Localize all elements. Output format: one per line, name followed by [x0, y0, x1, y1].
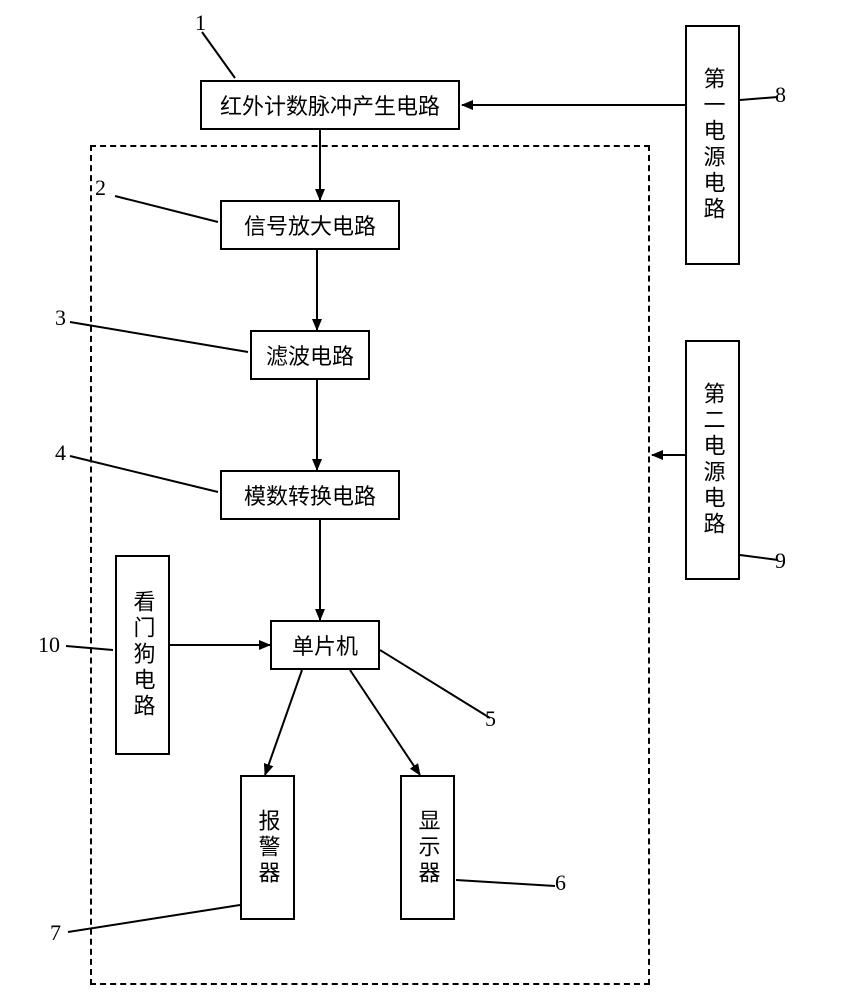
node-8: 第一电源电路 — [685, 25, 740, 265]
diagram-canvas: 红外计数脉冲产生电路信号放大电路滤波电路模数转换电路单片机 第一电源电路第二电源电… — [0, 0, 854, 1000]
node-label: 看门狗电路 — [127, 590, 159, 720]
node-label: 红外计数脉冲产生电路 — [220, 89, 440, 121]
dashed-container — [90, 145, 650, 985]
callout-num-2: 2 — [95, 175, 106, 201]
callout-num-7: 7 — [50, 920, 61, 946]
callout-num-8: 8 — [775, 82, 786, 108]
callout-num-9: 9 — [775, 548, 786, 574]
node-label: 第一电源电路 — [697, 67, 729, 223]
node-7: 报警器 — [240, 775, 295, 920]
node-3: 滤波电路 — [250, 330, 370, 380]
node-label: 滤波电路 — [266, 339, 354, 371]
callout-num-3: 3 — [55, 305, 66, 331]
node-label: 单片机 — [292, 629, 358, 661]
node-label: 模数转换电路 — [244, 479, 376, 511]
callout-num-4: 4 — [55, 440, 66, 466]
callout-line-9 — [740, 555, 778, 560]
node-10: 看门狗电路 — [115, 555, 170, 755]
callout-num-1: 1 — [195, 10, 206, 36]
callout-line-1 — [202, 32, 235, 78]
node-1: 红外计数脉冲产生电路 — [200, 80, 460, 130]
node-5: 单片机 — [270, 620, 380, 670]
callout-num-10: 10 — [38, 632, 60, 658]
callout-line-8 — [740, 97, 778, 100]
node-label: 报警器 — [252, 809, 284, 887]
node-label: 第二电源电路 — [697, 382, 729, 538]
node-label: 信号放大电路 — [244, 209, 376, 241]
node-6: 显示器 — [400, 775, 455, 920]
node-4: 模数转换电路 — [220, 470, 400, 520]
node-9: 第二电源电路 — [685, 340, 740, 580]
node-2: 信号放大电路 — [220, 200, 400, 250]
callout-num-5: 5 — [485, 706, 496, 732]
node-label: 显示器 — [412, 809, 444, 887]
callout-num-6: 6 — [555, 870, 566, 896]
